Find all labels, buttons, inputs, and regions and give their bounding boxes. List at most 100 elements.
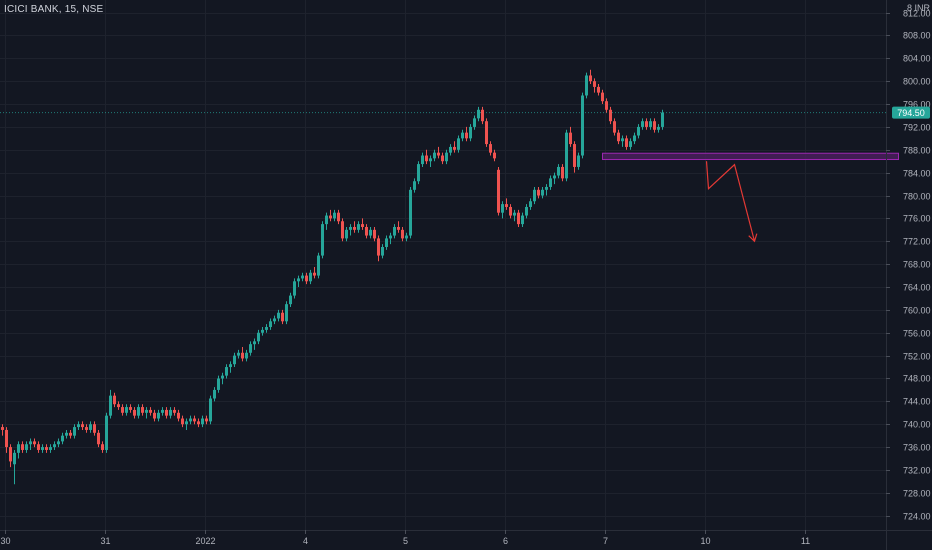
grid-lines [0, 0, 886, 530]
candle [377, 235, 380, 262]
candle-body [349, 226, 352, 230]
candle [93, 421, 96, 436]
candle [41, 444, 44, 453]
candle [273, 315, 276, 325]
candle [353, 221, 356, 233]
candle [617, 129, 620, 145]
price-tick-label: 784.00 [903, 169, 931, 179]
price-tick-label: 732.00 [903, 466, 931, 476]
candle [505, 198, 508, 210]
candle [641, 118, 644, 130]
candle [65, 429, 68, 439]
candle [329, 209, 332, 222]
candle [101, 441, 104, 453]
price-tick-label: 804.00 [903, 54, 931, 64]
candle [157, 409, 160, 422]
candle [637, 124, 640, 139]
zone-rectangle[interactable] [602, 152, 899, 161]
candle-body [161, 409, 164, 413]
candle-body [621, 138, 624, 142]
candle [369, 226, 372, 239]
candle [405, 232, 408, 242]
candle [57, 438, 60, 448]
candle-body [9, 447, 12, 462]
candle-body [105, 415, 108, 450]
candle [249, 341, 252, 356]
candle-body [61, 435, 64, 442]
candle [537, 186, 540, 199]
candle [449, 144, 452, 156]
candle-body [569, 132, 572, 145]
candle [165, 407, 168, 419]
candle [465, 126, 468, 142]
candle-body [249, 344, 252, 353]
symbol-title[interactable]: ICICI BANK, 15, NSE [4, 4, 104, 15]
currency-label: 8 INR [907, 3, 930, 13]
candle-body [173, 409, 176, 413]
time-tick-label: 31 [100, 536, 110, 546]
candle-body [109, 395, 112, 416]
candle [17, 441, 20, 459]
candle [321, 221, 324, 259]
candle-body [125, 407, 128, 413]
candle-body [145, 409, 148, 413]
candle-body [53, 444, 56, 448]
candle-body [245, 352, 248, 359]
candle [201, 415, 204, 428]
candle [173, 407, 176, 416]
candle [313, 267, 316, 279]
candle [381, 244, 384, 259]
candle-body [33, 441, 36, 445]
candle-body [137, 407, 140, 416]
candle-body [553, 175, 556, 179]
candle [45, 444, 48, 453]
candle [209, 395, 212, 425]
candle-body [645, 121, 648, 127]
candle-body [13, 452, 16, 465]
candle-body [305, 275, 308, 282]
candle [285, 301, 288, 325]
price-tick-label: 796.00 [903, 100, 931, 110]
candle-body [389, 235, 392, 239]
candle [433, 149, 436, 162]
candle [577, 152, 580, 170]
candle [233, 352, 236, 368]
time-tick-label: 2022 [195, 536, 215, 546]
projection-arrow-line[interactable] [705, 161, 756, 242]
candle-body [577, 155, 580, 167]
candle-body [49, 447, 52, 450]
candle-body [217, 378, 220, 390]
candle-body [325, 215, 328, 225]
candle [489, 141, 492, 156]
candle [297, 275, 300, 288]
candle [393, 224, 396, 239]
price-tick-label: 812.00 [903, 9, 931, 19]
candle-body [313, 272, 316, 276]
candle [457, 135, 460, 153]
candle-body [609, 109, 612, 122]
candle-body [637, 126, 640, 136]
candle [145, 407, 148, 419]
candle [413, 178, 416, 193]
candle-body [517, 212, 520, 225]
candle [1, 424, 4, 436]
candle-body [277, 312, 280, 319]
candle-body [457, 138, 460, 150]
candle-body [377, 238, 380, 256]
candle-body [525, 206, 528, 216]
candle-body [545, 186, 548, 190]
time-tick-label: 6 [503, 536, 508, 546]
candle [77, 421, 80, 430]
candle [509, 204, 512, 219]
candle-body [361, 224, 364, 227]
candle-body [625, 138, 628, 147]
candle-body [69, 432, 72, 436]
candle-body [653, 121, 656, 130]
candle [657, 124, 660, 133]
candle [445, 149, 448, 165]
candle [49, 444, 52, 453]
price-tick-label: 724.00 [903, 512, 931, 522]
candle-body [205, 418, 208, 422]
